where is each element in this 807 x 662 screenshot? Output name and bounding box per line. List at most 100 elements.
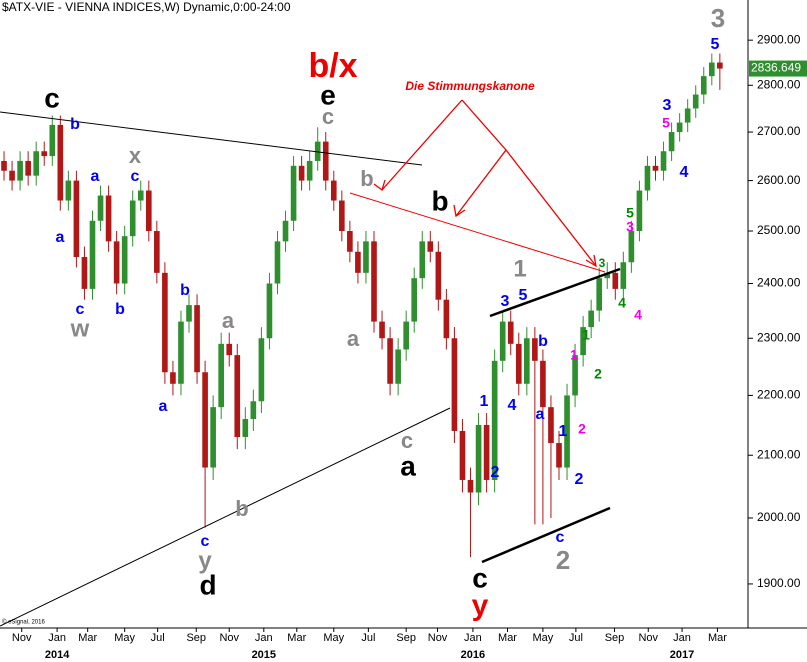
wave-label: 5 — [662, 115, 670, 131]
x-tick-label: Sep — [186, 632, 206, 644]
x-tick-label: Mar — [708, 632, 727, 644]
trendline — [0, 111, 423, 166]
wave-label: 1 — [559, 423, 568, 440]
trendlines — [0, 111, 621, 627]
y-tick-label: 1900.00 — [757, 576, 801, 590]
candle-body — [700, 76, 707, 95]
wave-label: c — [472, 562, 488, 593]
wave-label: 5 — [519, 287, 528, 304]
y-tick-label: 2600.00 — [757, 173, 801, 187]
candle-body — [145, 190, 152, 232]
candle-body — [548, 407, 554, 444]
wave-label: 1 — [480, 393, 489, 410]
wave-label: a — [91, 168, 100, 185]
wave-label: 4 — [634, 307, 642, 323]
candle-body — [226, 343, 233, 356]
wave-label: a — [400, 450, 416, 481]
last-price-label: 2836.649 — [751, 61, 801, 75]
trendline — [489, 267, 621, 318]
candle-body — [459, 430, 466, 480]
candle-body — [258, 338, 265, 402]
x-tick-label: May — [323, 632, 344, 644]
candle-body — [692, 94, 699, 109]
y-tick-label: 2700.00 — [757, 124, 801, 138]
candle-body — [588, 310, 594, 328]
wave-label: c — [44, 82, 60, 113]
arrow-head — [585, 254, 597, 268]
y-tick-label: 2400.00 — [757, 276, 801, 290]
x-tick-label: Jan — [48, 632, 66, 644]
candle-body — [572, 355, 578, 396]
wave-label: 4 — [508, 397, 517, 414]
candle-body — [620, 262, 627, 289]
candle-body — [580, 327, 586, 356]
candle-body — [250, 401, 257, 420]
candle-body — [564, 395, 570, 468]
wave-label: a — [159, 398, 168, 415]
wave-label: x — [129, 143, 142, 168]
wave-label: 5 — [626, 205, 634, 221]
candle-body — [33, 151, 40, 176]
y-tick-label: 2100.00 — [757, 447, 801, 461]
candle-body — [234, 355, 241, 437]
x-tick-label: May — [533, 632, 554, 644]
candle-body — [628, 231, 635, 263]
candle-body — [242, 419, 249, 437]
trendline — [481, 506, 611, 564]
wave-label: Die Stimmungskanone — [405, 79, 535, 93]
year-label: 2017 — [670, 649, 694, 661]
candle-body — [274, 241, 281, 284]
candle-body — [467, 479, 474, 493]
candle-body — [451, 338, 458, 431]
candle-body — [483, 424, 490, 480]
x-tick-label: Jul — [361, 632, 375, 644]
x-tick-label: Sep — [605, 632, 625, 644]
x-tick-label: Jul — [569, 632, 583, 644]
wave-label: 4 — [618, 295, 626, 311]
candle-body — [81, 257, 88, 289]
candle-body — [306, 160, 313, 181]
candle-body — [435, 251, 442, 300]
candle-body — [507, 321, 514, 344]
candle-body — [355, 251, 361, 273]
candle-body — [129, 200, 136, 237]
candle-body — [298, 165, 305, 181]
candle-body — [89, 220, 96, 289]
candle-body — [644, 165, 651, 191]
wave-label: d — [199, 569, 216, 600]
wave-label: b — [235, 496, 248, 521]
candle-body — [65, 180, 72, 201]
candle-body — [178, 321, 184, 384]
candle-body — [113, 241, 120, 284]
candle-body — [49, 124, 56, 157]
candle-body — [411, 278, 418, 322]
wave-label: 2 — [594, 366, 602, 382]
wave-label: 3 — [626, 219, 634, 235]
plot-area — [1, 53, 723, 558]
candle-body — [73, 180, 80, 258]
wave-label: b/x — [308, 47, 357, 85]
wave-label: c — [322, 104, 334, 129]
wave-label: 3 — [599, 256, 606, 270]
x-tick-label: Mar — [78, 632, 97, 644]
year-label: 2016 — [461, 649, 485, 661]
wave-label: b — [180, 282, 190, 299]
candle-body — [371, 241, 377, 322]
candle-body — [515, 343, 522, 384]
trendline — [0, 407, 451, 627]
candle-body — [290, 165, 297, 221]
candle-body — [443, 299, 450, 339]
y-tick-label: 2900.00 — [757, 32, 801, 46]
candle-body — [532, 338, 538, 361]
wave-label: 5 — [711, 36, 720, 53]
wave-label: y — [198, 547, 212, 574]
year-label: 2015 — [252, 649, 276, 661]
y-tick-label: 2000.00 — [757, 510, 801, 524]
wave-label: c — [201, 533, 210, 550]
candle-body — [154, 231, 160, 273]
candle-body — [314, 141, 321, 161]
wave-label: 2 — [556, 545, 570, 575]
candle-body — [427, 241, 434, 252]
wave-label: 1 — [582, 327, 590, 343]
